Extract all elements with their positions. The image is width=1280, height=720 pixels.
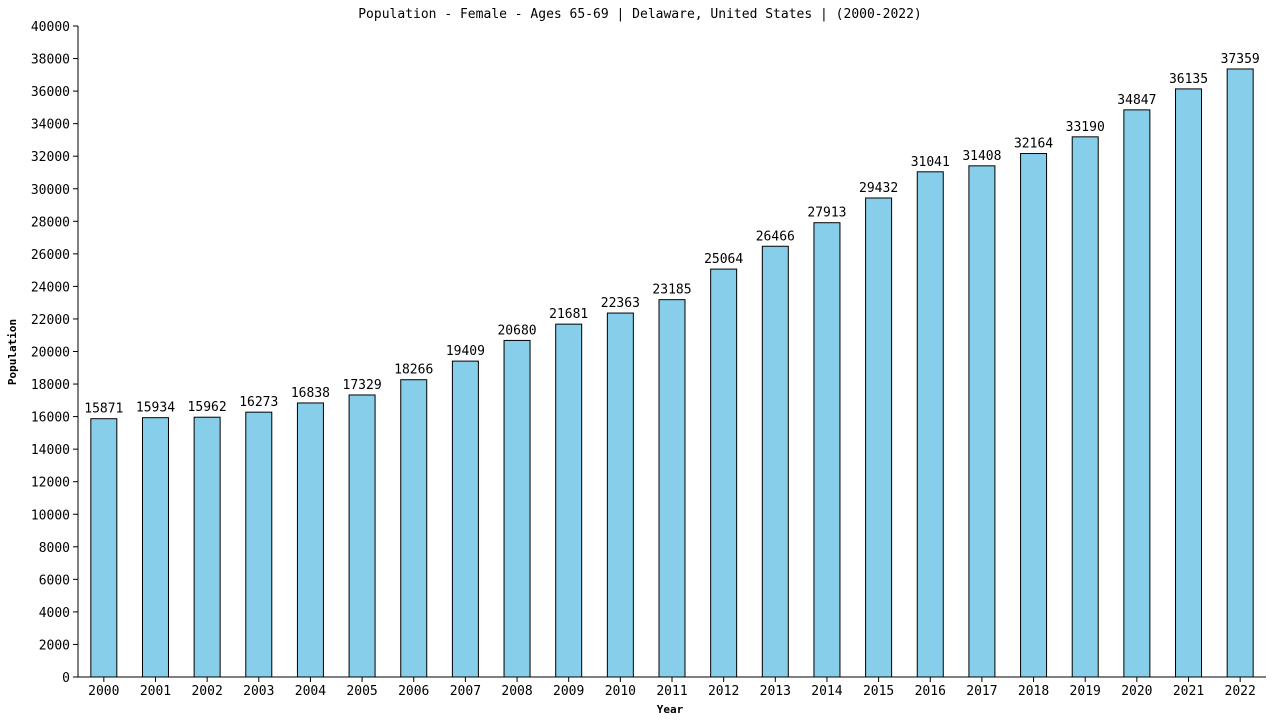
bar: [968, 165, 996, 678]
y-tick-label: 24000: [31, 280, 70, 295]
bar-value-label: 31408: [962, 149, 1001, 164]
y-tick-label: 14000: [31, 443, 70, 458]
y-tick-label: 40000: [31, 20, 70, 35]
x-tick-label: 2013: [760, 684, 791, 699]
x-tick-label: 2000: [88, 684, 119, 699]
y-tick-label: 28000: [31, 215, 70, 230]
x-tick-label: 2015: [863, 684, 894, 699]
y-tick-label: 32000: [31, 150, 70, 165]
bar-value-label: 16838: [291, 386, 330, 401]
bar-series: [90, 68, 1254, 678]
bar: [710, 268, 738, 678]
bar-value-label: 15871: [84, 402, 123, 417]
bar-value-label: 22363: [601, 296, 640, 311]
bar: [761, 245, 789, 678]
x-tick-label: 2003: [243, 684, 274, 699]
y-tick-label: 26000: [31, 248, 70, 263]
bar-value-label: 17329: [343, 378, 382, 393]
bar-value-label: 21681: [549, 307, 588, 322]
bar: [90, 418, 118, 678]
y-tick-label: 2000: [39, 638, 70, 653]
y-tick-label: 22000: [31, 313, 70, 328]
chart-title: Population - Female - Ages 65-69 | Delaw…: [358, 7, 922, 22]
bar: [348, 394, 376, 678]
y-tick-label: 38000: [31, 53, 70, 68]
bar-value-label: 29432: [859, 181, 898, 196]
x-tick-label: 2006: [398, 684, 429, 699]
bar: [606, 312, 634, 678]
bar-value-label: 23185: [652, 283, 691, 298]
x-tick-label: 2012: [708, 684, 739, 699]
y-tick-label: 12000: [31, 476, 70, 491]
y-tick-label: 16000: [31, 411, 70, 426]
bar: [451, 360, 479, 678]
x-tick-label: 2001: [140, 684, 171, 699]
bar: [503, 339, 531, 678]
bar: [245, 411, 273, 678]
y-tick-label: 10000: [31, 508, 70, 523]
bar: [865, 197, 893, 678]
x-axis: 2000 2001 2002 2003 2004 2005 2006 2007 2008 2009…: [78, 676, 1266, 699]
x-tick-label: 2008: [501, 684, 532, 699]
x-tick-label: 2009: [553, 684, 584, 699]
bar: [1020, 153, 1048, 678]
y-tick-label: 8000: [39, 541, 70, 556]
x-tick-label: 2021: [1173, 684, 1204, 699]
y-tick-label: 20000: [31, 346, 70, 361]
bar-value-label: 33190: [1066, 120, 1105, 135]
x-tick-label: 2014: [811, 684, 842, 699]
bar-value-label: 19409: [446, 344, 485, 359]
bar-value-label: 18266: [394, 363, 433, 378]
bar-value-label: 26466: [756, 229, 795, 244]
x-tick-label: 2022: [1225, 684, 1256, 699]
x-tick-label: 2019: [1070, 684, 1101, 699]
y-tick-label: 18000: [31, 378, 70, 393]
x-tick-label: 2018: [1018, 684, 1049, 699]
bar-value-label: 15962: [188, 400, 227, 415]
bar-value-label: 27913: [807, 206, 846, 221]
x-tick-label: 2010: [605, 684, 636, 699]
y-tick-label: 36000: [31, 85, 70, 100]
y-axis-title: Population: [6, 319, 19, 385]
bar: [813, 222, 841, 678]
y-tick-label: 34000: [31, 118, 70, 133]
bar-value-label: 34847: [1117, 93, 1156, 108]
y-tick-label: 4000: [39, 606, 70, 621]
x-tick-label: 2016: [915, 684, 946, 699]
bar: [400, 379, 428, 678]
bar-value-label: 16273: [239, 395, 278, 410]
bar: [141, 417, 169, 678]
bar-value-label: 25064: [704, 252, 743, 267]
bar-value-label: 37359: [1221, 52, 1260, 67]
x-tick-label: 2020: [1121, 684, 1152, 699]
bar: [1123, 109, 1151, 678]
bar: [193, 416, 221, 678]
bar-value-label: 20680: [497, 323, 536, 338]
x-tick-label: 2007: [450, 684, 481, 699]
y-tick-label: 0: [62, 671, 70, 686]
bar-value-label: 31041: [911, 155, 950, 170]
bar: [658, 299, 686, 678]
x-tick-label: 2017: [966, 684, 997, 699]
bar: [916, 171, 944, 678]
x-tick-label: 2004: [295, 684, 326, 699]
data-labels: 15871 15934 15962 16273 16838 17329 18266 19409…: [84, 52, 1259, 417]
y-axis: 0 2000 4000 6000 8000 10000 12000 14000 16000 180…: [31, 20, 79, 686]
bar-value-label: 32164: [1014, 137, 1053, 152]
y-tick-label: 6000: [39, 573, 70, 588]
bar-value-label: 36135: [1169, 72, 1208, 87]
x-tick-label: 2002: [191, 684, 222, 699]
x-axis-title: Year: [657, 703, 684, 716]
bar: [555, 323, 583, 678]
bar: [1071, 136, 1099, 678]
x-tick-label: 2011: [656, 684, 687, 699]
bar: [1175, 88, 1203, 678]
bar: [1226, 68, 1254, 678]
bar: [296, 402, 324, 678]
x-tick-label: 2005: [346, 684, 377, 699]
bar-value-label: 15934: [136, 401, 175, 416]
y-tick-label: 30000: [31, 183, 70, 198]
